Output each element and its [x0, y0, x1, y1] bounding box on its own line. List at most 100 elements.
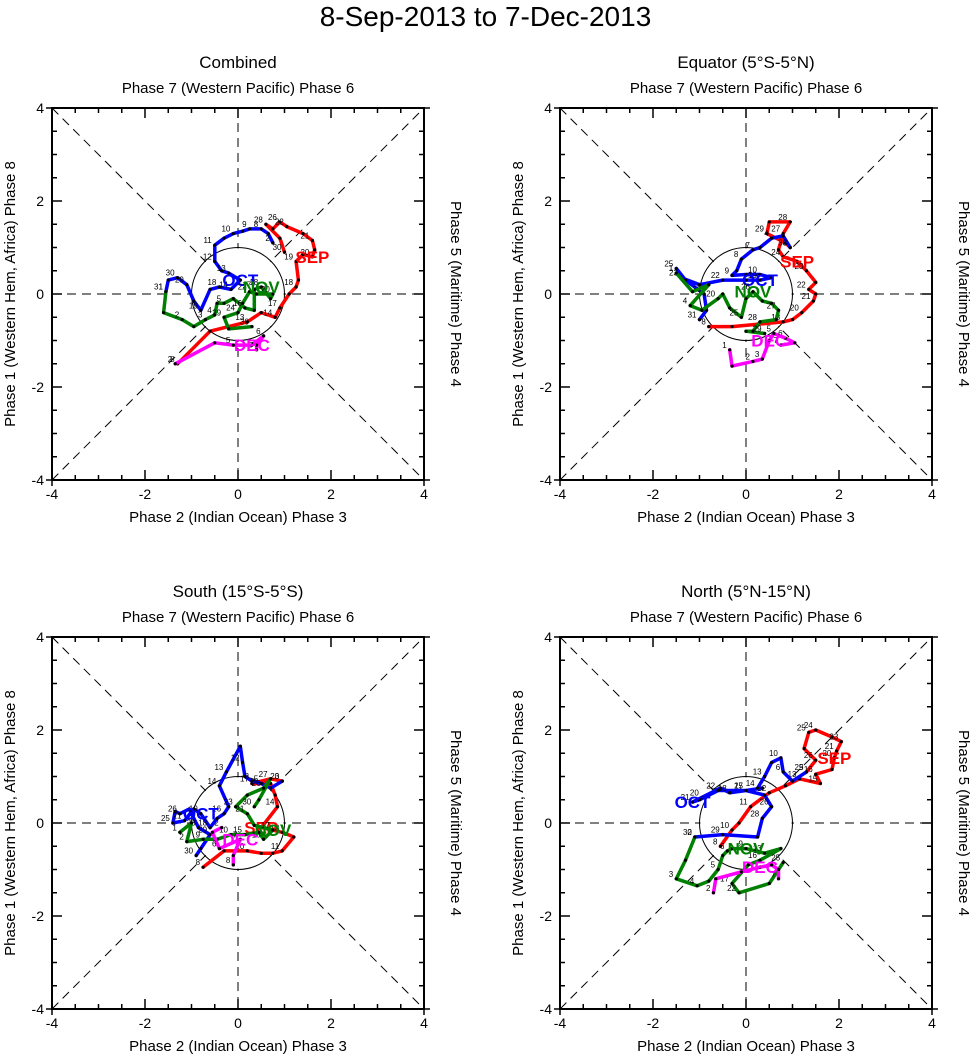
data-point	[234, 805, 238, 809]
day-label: 23	[224, 798, 233, 807]
data-point	[769, 236, 774, 240]
day-label: 22	[711, 271, 720, 280]
y-tick-label: -2	[32, 379, 45, 395]
day-label: 1	[722, 341, 727, 350]
day-label: 25	[797, 723, 806, 732]
series-nov: 1 4 20 25 26 27 28 29 NOV	[669, 264, 781, 336]
x-tick-label: 4	[928, 486, 936, 502]
data-point	[693, 835, 697, 839]
data-point	[758, 858, 762, 862]
day-label: 25	[734, 781, 743, 790]
data-point	[271, 851, 275, 855]
day-label: 29	[795, 763, 804, 772]
day-label: 5	[254, 774, 259, 783]
data-point	[730, 324, 734, 329]
day-label: 20	[790, 304, 799, 313]
day-label: 26	[168, 805, 177, 814]
data-point	[721, 833, 725, 837]
data-point	[245, 793, 249, 797]
panel-title: Combined	[199, 53, 277, 72]
data-point	[252, 308, 256, 312]
day-label: 24	[771, 248, 780, 257]
data-point	[776, 308, 781, 312]
data-point	[746, 863, 750, 867]
day-label: 14	[207, 777, 216, 786]
data-point	[227, 271, 231, 275]
data-point	[217, 784, 221, 788]
data-point	[776, 877, 781, 881]
day-label: 10	[720, 821, 729, 830]
x-tick-label: 4	[420, 1015, 428, 1031]
data-point	[222, 849, 226, 853]
day-label: 8	[734, 250, 739, 259]
data-point	[192, 807, 196, 811]
data-point	[763, 774, 767, 779]
data-point	[781, 770, 785, 774]
x-tick-label: 0	[742, 1015, 750, 1031]
unit-circle-fill	[700, 248, 792, 340]
data-point	[767, 338, 771, 343]
data-point	[783, 784, 788, 788]
data-point	[728, 306, 732, 310]
data-point	[280, 779, 284, 783]
data-point	[758, 278, 762, 282]
data-point	[697, 798, 702, 802]
data-point	[760, 786, 764, 790]
data-point	[781, 860, 785, 865]
x-tick-label: 4	[928, 1015, 936, 1031]
data-point	[252, 805, 256, 809]
x-tick-label: 0	[234, 486, 242, 502]
day-label: 23	[795, 262, 804, 271]
data-point	[280, 830, 284, 834]
day-label: 17	[240, 774, 249, 783]
data-point	[241, 760, 245, 765]
series-sep: 810111213151620212324252629SEP	[713, 721, 851, 849]
data-point	[707, 879, 711, 883]
data-point	[213, 243, 217, 247]
day-label: 11	[739, 798, 748, 807]
data-point	[776, 867, 781, 872]
data-point	[238, 837, 242, 841]
data-point	[178, 830, 182, 834]
y-tick-label: 2	[36, 193, 44, 209]
day-label: 8	[254, 220, 259, 229]
data-point	[814, 728, 818, 732]
day-label: 19	[748, 271, 757, 280]
data-point	[243, 774, 247, 779]
data-point	[215, 816, 219, 820]
x-axis-label: Phase 2 (Indian Ocean) Phase 3	[129, 509, 347, 526]
panel-north: North (5°N-15°N) Phase 7 (Western Pacific…	[510, 582, 971, 1055]
data-point	[271, 227, 275, 231]
day-label: 7	[249, 341, 254, 350]
day-label: 2	[214, 819, 219, 828]
day-label: 20	[261, 285, 270, 294]
day-label: 17	[720, 874, 729, 883]
day-label: 5	[711, 861, 716, 870]
month-label: NOV	[735, 283, 773, 302]
day-label: 20	[690, 788, 699, 797]
data-point	[767, 220, 771, 224]
data-point	[252, 823, 256, 827]
series-dec: 2 6 7 8 DEC	[210, 819, 258, 867]
day-label: 4	[690, 877, 695, 886]
data-point	[294, 259, 298, 264]
data-point	[201, 837, 205, 841]
data-point	[807, 730, 811, 734]
x-tick-label: -2	[647, 486, 660, 502]
data-point	[730, 881, 734, 886]
data-point	[779, 846, 783, 851]
day-label: 2	[706, 884, 711, 893]
data-point	[721, 278, 725, 282]
panel-title: North (5°N-15°N)	[681, 582, 811, 601]
y-tick-label: -2	[32, 908, 45, 924]
day-label: 21	[681, 793, 690, 802]
month-label: OCT	[675, 793, 712, 812]
day-label: 14	[746, 779, 755, 788]
panel-south: South (15°S-5°S) Phase 7 (Western Pacific…	[2, 582, 464, 1055]
x-tick-label: -4	[46, 486, 59, 502]
day-label: 29	[711, 826, 720, 835]
day-label: 13	[217, 264, 226, 273]
data-point	[763, 793, 767, 797]
data-point	[259, 227, 263, 231]
